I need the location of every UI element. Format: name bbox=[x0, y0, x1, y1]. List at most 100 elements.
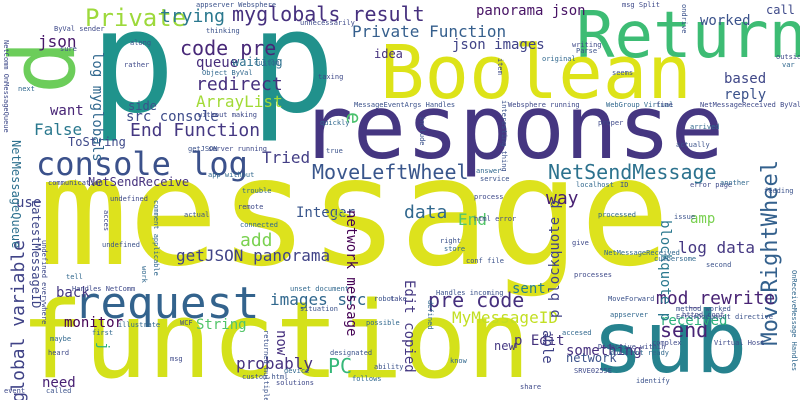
word: interesting thing bbox=[500, 100, 508, 172]
word: based bbox=[724, 71, 767, 87]
word: Return bbox=[576, 0, 800, 73]
word: tell bbox=[66, 273, 83, 281]
word: actually bbox=[676, 141, 710, 149]
word: complex bbox=[652, 339, 682, 347]
word: sure bbox=[60, 45, 77, 53]
word: WebGroup Virtual bbox=[606, 101, 674, 109]
word: response bbox=[300, 76, 724, 179]
word: redirect bbox=[196, 74, 283, 95]
word: sub bbox=[592, 293, 748, 393]
word: share bbox=[520, 383, 542, 391]
word: network bbox=[566, 351, 617, 365]
word: want bbox=[50, 103, 84, 119]
word: Handles NetComm bbox=[72, 285, 136, 293]
word: msg Split bbox=[622, 1, 660, 9]
word: ByVal sender bbox=[54, 25, 105, 33]
word: robot bbox=[374, 295, 396, 303]
word: device bbox=[284, 367, 310, 375]
word: identify bbox=[636, 377, 670, 385]
word: ID bbox=[620, 181, 629, 189]
word: remote bbox=[238, 203, 264, 211]
word: Tried bbox=[262, 148, 311, 167]
word: worked bbox=[700, 13, 751, 29]
word: server running bbox=[208, 145, 268, 153]
word: End Function bbox=[130, 120, 261, 141]
word: solutions bbox=[276, 379, 314, 387]
word: right bbox=[440, 237, 462, 245]
word: mod_rewrite bbox=[656, 288, 776, 309]
word: take bbox=[390, 295, 407, 303]
word: pre code bbox=[428, 288, 525, 312]
word: include bbox=[418, 116, 426, 146]
word: console log bbox=[36, 145, 248, 183]
word: error page bbox=[690, 181, 733, 189]
word: document ready bbox=[610, 349, 670, 357]
word: something bbox=[566, 343, 642, 359]
word: unnecessarily bbox=[300, 19, 355, 27]
word: OnReceiveMessage Handles bbox=[790, 270, 798, 372]
word: rather bbox=[124, 61, 150, 69]
word: heard bbox=[48, 349, 70, 357]
word: actual bbox=[184, 211, 210, 219]
word: p bbox=[3, 40, 108, 95]
word: call bbox=[766, 3, 795, 17]
word: way bbox=[546, 188, 579, 209]
word: processes bbox=[574, 271, 612, 279]
word: conf file bbox=[466, 257, 504, 265]
word: PC bbox=[328, 354, 353, 378]
word: possible bbox=[366, 319, 400, 327]
word: another bbox=[720, 179, 750, 187]
word: queue bbox=[196, 55, 239, 71]
word: p Edit bbox=[514, 333, 565, 349]
word: custom bbox=[254, 59, 280, 67]
word: End bbox=[458, 210, 487, 229]
word: p bbox=[90, 0, 176, 145]
word: global variable bbox=[8, 240, 29, 400]
word: log myglobals bbox=[89, 52, 105, 162]
word: Private Function bbox=[352, 22, 507, 41]
word: trouble bbox=[242, 187, 272, 195]
word: Directive within bbox=[598, 343, 666, 351]
word: app without bbox=[208, 171, 255, 179]
word: service bbox=[480, 175, 510, 183]
word: Parse bbox=[576, 47, 598, 55]
word: NetMessageReceived ByVal bbox=[700, 101, 800, 109]
word: item bbox=[496, 58, 504, 75]
word: give bbox=[572, 239, 589, 247]
word: answer bbox=[476, 167, 502, 175]
word: False bbox=[34, 120, 83, 139]
word: undefined everywhere bbox=[40, 240, 48, 325]
word: called bbox=[46, 387, 72, 395]
word: j bbox=[95, 342, 111, 351]
word: use bbox=[16, 195, 42, 211]
word: comment applicable bbox=[152, 200, 160, 276]
word: undefined bbox=[110, 195, 148, 203]
word: ability bbox=[374, 363, 404, 371]
word: monitor bbox=[64, 315, 124, 331]
word: myglobals result bbox=[232, 2, 425, 26]
word: NetSendReceive bbox=[88, 175, 190, 189]
word: now bbox=[273, 330, 289, 356]
word: trying bbox=[160, 6, 226, 27]
word: log data bbox=[678, 238, 756, 257]
word: defined bbox=[426, 300, 434, 330]
word: quickly bbox=[320, 119, 350, 127]
word: need bbox=[42, 375, 76, 391]
word: thinking bbox=[206, 27, 240, 35]
word: s bbox=[329, 208, 350, 219]
word: MoveLeftWheel bbox=[312, 160, 469, 184]
word: connected bbox=[240, 221, 278, 229]
word: processed bbox=[598, 211, 636, 219]
word: NetMessageReceived bbox=[604, 249, 680, 257]
word: json bbox=[38, 32, 77, 51]
word: getJSON panorama bbox=[176, 246, 331, 265]
word: Object ByVal bbox=[202, 69, 253, 77]
word: e bbox=[342, 112, 366, 125]
word: Edit copied bbox=[401, 280, 417, 373]
word: data bbox=[404, 202, 448, 223]
word: appserver Websphere bbox=[196, 1, 277, 9]
word: probably bbox=[236, 354, 314, 373]
word: undefined bbox=[102, 241, 140, 249]
word: returned multiple bbox=[262, 330, 270, 400]
